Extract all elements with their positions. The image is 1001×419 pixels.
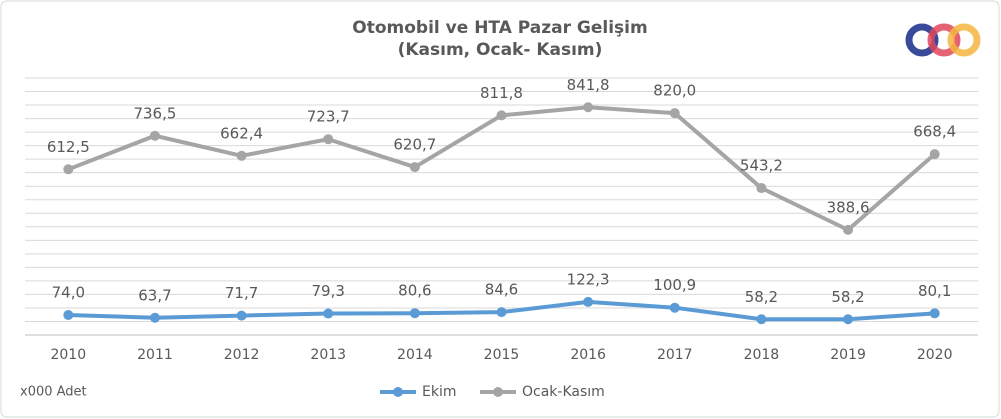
data-label: 612,5 bbox=[47, 138, 90, 156]
data-label: 63,7 bbox=[138, 286, 171, 304]
x-tick-label: 2011 bbox=[137, 347, 173, 363]
x-tick-label: 2014 bbox=[397, 347, 433, 363]
data-label: 71,7 bbox=[225, 284, 258, 302]
data-label: 668,4 bbox=[913, 123, 956, 141]
legend-label: Ekim bbox=[422, 384, 456, 400]
data-point bbox=[496, 110, 507, 121]
data-label: 80,1 bbox=[918, 282, 951, 300]
data-point bbox=[323, 308, 334, 319]
legend-label: Ocak-Kasım bbox=[522, 384, 605, 400]
data-point bbox=[323, 134, 334, 145]
data-label: 662,4 bbox=[220, 124, 263, 142]
x-tick-label: 2012 bbox=[224, 347, 260, 363]
x-tick-label: 2019 bbox=[830, 347, 866, 363]
data-label: 80,6 bbox=[398, 282, 431, 300]
data-point bbox=[149, 312, 160, 323]
data-label: 58,2 bbox=[831, 288, 864, 306]
data-point bbox=[583, 296, 594, 307]
logo bbox=[905, 23, 981, 57]
data-label: 620,7 bbox=[393, 136, 436, 154]
data-point bbox=[496, 307, 507, 318]
data-point bbox=[929, 149, 940, 160]
data-label: 543,2 bbox=[740, 157, 783, 175]
x-tick-label: 2015 bbox=[484, 347, 520, 363]
data-label: 100,9 bbox=[653, 276, 696, 294]
x-tick-label: 2010 bbox=[50, 347, 86, 363]
data-label: 736,5 bbox=[133, 104, 176, 122]
data-point bbox=[843, 314, 854, 325]
data-label: 79,3 bbox=[312, 282, 345, 300]
data-point bbox=[669, 302, 680, 313]
data-label: 84,6 bbox=[485, 281, 518, 299]
data-label: 122,3 bbox=[567, 270, 610, 288]
data-label: 58,2 bbox=[745, 288, 778, 306]
unit-note: x000 Adet bbox=[20, 385, 87, 400]
data-label: 74,0 bbox=[52, 283, 85, 301]
data-point bbox=[409, 162, 420, 173]
data-point bbox=[63, 309, 74, 320]
data-point bbox=[756, 314, 767, 325]
data-label: 388,6 bbox=[827, 198, 870, 216]
data-point bbox=[669, 108, 680, 119]
data-point bbox=[929, 308, 940, 319]
data-point bbox=[843, 224, 854, 235]
data-point bbox=[583, 102, 594, 113]
data-point bbox=[756, 183, 767, 194]
legend-marker bbox=[493, 387, 503, 397]
data-label: 841,8 bbox=[567, 76, 610, 94]
chart-subtitle: (Kasım, Ocak- Kasım) bbox=[398, 40, 603, 60]
data-label: 820,0 bbox=[653, 82, 696, 100]
x-tick-label: 2018 bbox=[744, 347, 780, 363]
x-tick-label: 2013 bbox=[310, 347, 346, 363]
legend-marker bbox=[393, 387, 403, 397]
data-point bbox=[236, 150, 247, 161]
x-tick-label: 2020 bbox=[917, 347, 953, 363]
data-point bbox=[63, 164, 74, 175]
x-tick-label: 2016 bbox=[570, 347, 606, 363]
x-tick-label: 2017 bbox=[657, 347, 693, 363]
data-point bbox=[149, 130, 160, 141]
data-point bbox=[409, 308, 420, 319]
data-point bbox=[236, 310, 247, 321]
data-label: 723,7 bbox=[307, 108, 350, 126]
data-label: 811,8 bbox=[480, 84, 523, 102]
chart-title: Otomobil ve HTA Pazar Gelişim bbox=[352, 18, 647, 38]
